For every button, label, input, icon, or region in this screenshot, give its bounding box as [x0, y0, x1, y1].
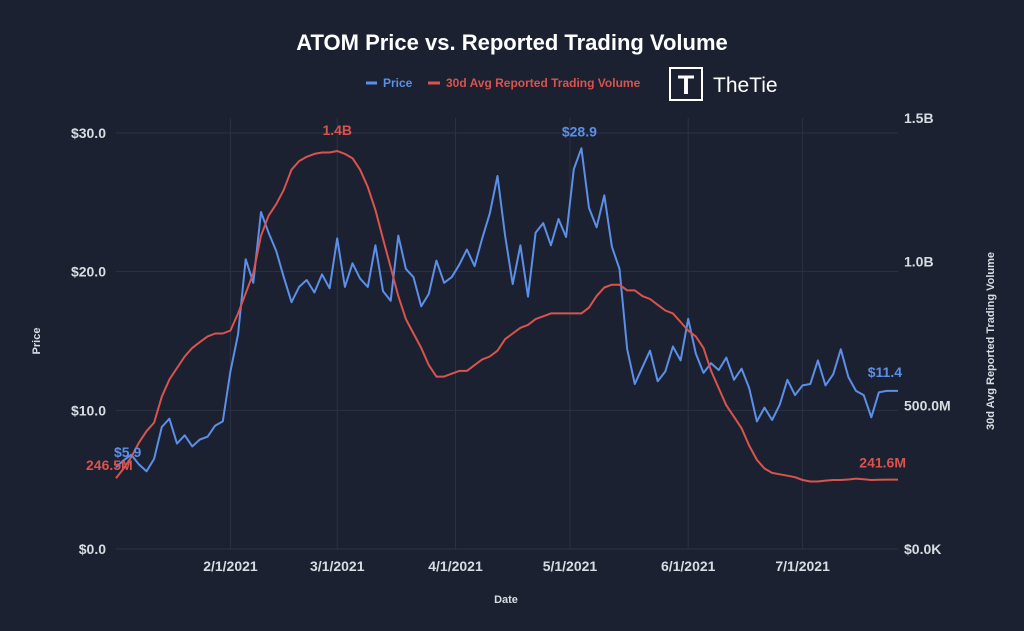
series-lines	[115, 147, 898, 483]
brand-name: TheTie	[713, 74, 778, 97]
logo-letter: T	[678, 70, 695, 100]
legend: Price 30d Avg Reported Trading Volume	[366, 76, 641, 90]
y2-tick-label: 500.0M	[904, 397, 951, 413]
data-label: 1.4B	[322, 122, 352, 138]
price-series-line	[115, 147, 898, 473]
grid	[116, 118, 898, 550]
x-axis-label: Date	[494, 594, 518, 606]
y-tick-label: $10.0	[71, 402, 106, 418]
volume-series-line	[115, 150, 898, 483]
y2-tick-label: 1.0B	[904, 254, 934, 270]
y-axis-label: Price	[31, 328, 43, 355]
data-label: 241.6M	[859, 455, 906, 471]
data-label: $28.9	[562, 123, 597, 139]
data-label: $11.4	[868, 364, 902, 380]
y2-axis-label: 30d Avg Reported Trading Volume	[985, 252, 997, 430]
x-tick-label: 3/1/2021	[310, 558, 365, 574]
annotations: $5.9 $28.9 $11.4 246.5M 1.4B 241.6M	[86, 122, 906, 473]
y2-tick-label: $0.0K	[904, 541, 941, 557]
chart-title: ATOM Price vs. Reported Trading Volume	[296, 30, 728, 55]
x-tick-label: 4/1/2021	[428, 558, 483, 574]
x-tick-label: 2/1/2021	[203, 558, 258, 574]
y-tick-label: $0.0	[79, 541, 106, 557]
y-tick-label: $30.0	[71, 125, 106, 141]
logo-box-icon	[669, 67, 703, 101]
legend-label-volume: 30d Avg Reported Trading Volume	[446, 76, 641, 90]
data-label: 246.5M	[86, 457, 133, 473]
data-label: $5.9	[114, 444, 141, 460]
axis-ticks: 2/1/2021 3/1/2021 4/1/2021 5/1/2021 6/1/2021…	[71, 110, 951, 574]
thetie-logo: T TheTie	[669, 67, 778, 101]
legend-label-price: Price	[383, 76, 413, 90]
y2-tick-label: 1.5B	[904, 110, 934, 126]
x-tick-label: 5/1/2021	[543, 558, 598, 574]
x-tick-label: 6/1/2021	[661, 558, 716, 574]
x-tick-label: 7/1/2021	[775, 558, 830, 574]
y-tick-label: $20.0	[71, 264, 106, 280]
